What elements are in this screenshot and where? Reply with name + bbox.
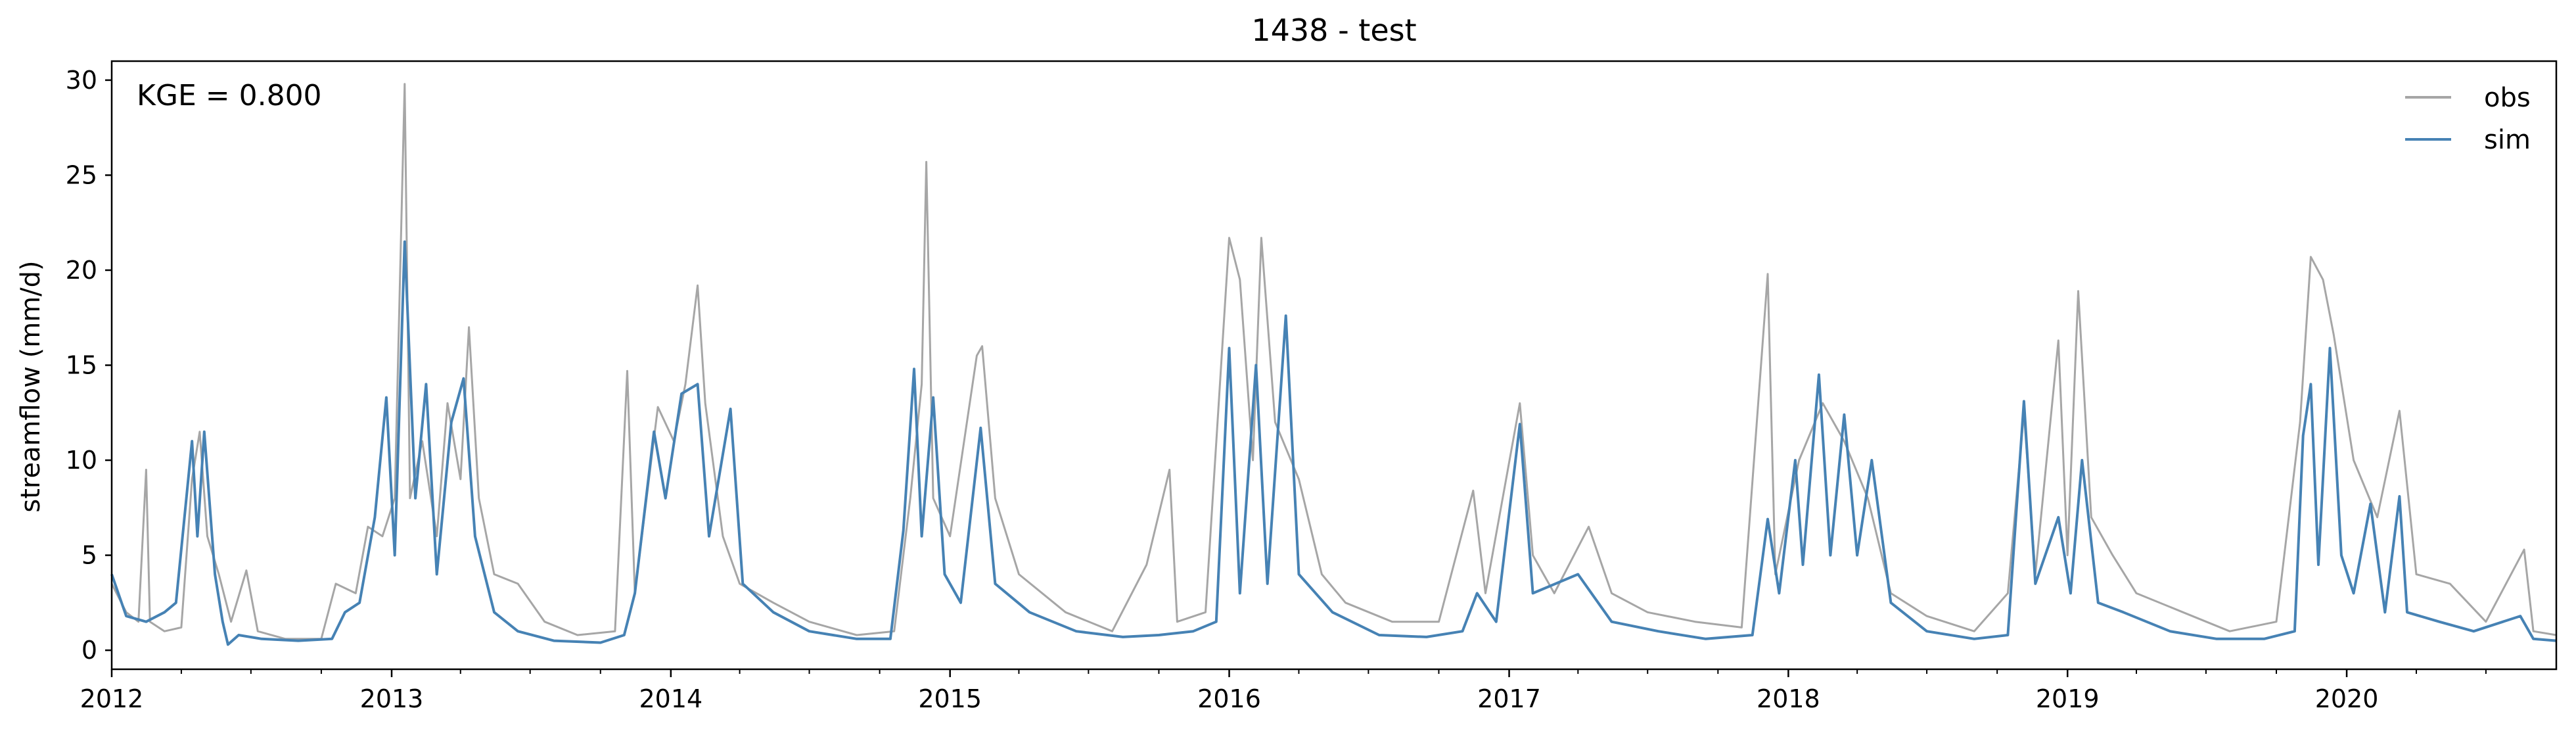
y-tick-label: 15 <box>66 351 97 380</box>
y-tick-label: 25 <box>66 160 97 189</box>
x-tick-label: 2014 <box>639 684 702 713</box>
x-tick-label: 2016 <box>1197 684 1261 713</box>
legend-obs-label: obs <box>2484 83 2531 113</box>
kge-annotation: KGE = 0.800 <box>137 79 322 112</box>
y-tick-label: 10 <box>66 446 97 475</box>
plot-frame <box>110 60 2558 671</box>
plot-area <box>110 83 2557 646</box>
x-tick-label: 2017 <box>1477 684 1541 713</box>
chart-title: 1438 - test <box>1251 12 1416 48</box>
y-tick-label: 30 <box>66 66 97 95</box>
x-tick-label: 2018 <box>1757 684 1820 713</box>
x-tick-label: 2015 <box>918 684 982 713</box>
x-axis-ticks: 2012 2013 2014 2015 2016 2017 2018 2019 2020 <box>80 669 2487 713</box>
x-tick-label: 2019 <box>2036 684 2100 713</box>
series-line-obs <box>110 83 2557 640</box>
legend-sim-label: sim <box>2484 125 2531 155</box>
x-tick-label: 2020 <box>2315 684 2379 713</box>
y-tick-label: 20 <box>66 256 97 285</box>
y-tick-label: 5 <box>81 541 97 570</box>
y-axis-label: streamflow (mm/d) <box>16 260 46 512</box>
x-tick-label: 2013 <box>360 684 424 713</box>
legend: obs sim <box>2405 83 2531 155</box>
y-axis-ticks: 0 5 10 15 20 25 30 <box>66 66 112 665</box>
x-tick-label: 2012 <box>80 684 144 713</box>
y-tick-label: 0 <box>81 636 97 665</box>
series-line-sim <box>110 240 2557 646</box>
